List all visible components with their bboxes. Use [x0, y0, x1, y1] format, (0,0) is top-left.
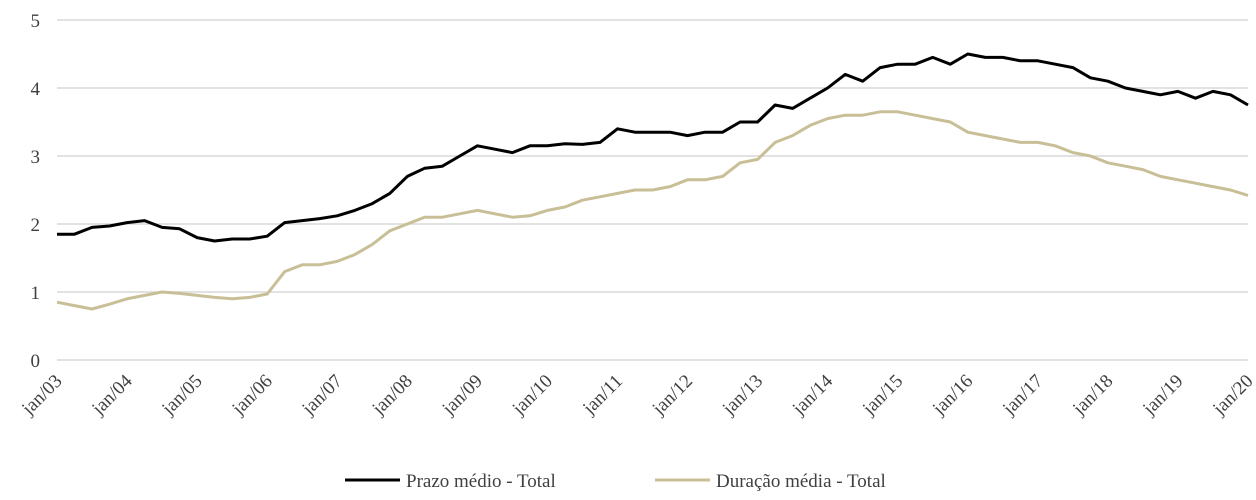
series-line	[56, 110, 1249, 311]
y-tick-label: 3	[31, 147, 41, 168]
x-tick-label: jan/08	[368, 371, 417, 420]
y-tick-label: 0	[31, 351, 41, 372]
y-tick-label: 5	[31, 11, 41, 32]
x-tick-label: jan/17	[998, 371, 1047, 420]
x-tick-label: jan/06	[228, 371, 277, 420]
y-tick-label: 2	[31, 215, 41, 236]
x-tick-label: jan/20	[1208, 371, 1256, 420]
legend-label: Duração média - Total	[716, 471, 886, 492]
x-tick-label: jan/09	[438, 371, 487, 420]
x-tick-label: jan/15	[858, 371, 907, 420]
x-tick-label: jan/07	[298, 371, 347, 420]
x-tick-label: jan/04	[87, 370, 136, 419]
x-tick-label: jan/03	[17, 371, 66, 420]
x-tick-label: jan/16	[928, 371, 977, 420]
x-tick-label: jan/05	[158, 371, 207, 420]
y-tick-label: 4	[31, 79, 41, 100]
x-tick-label: jan/19	[1138, 371, 1187, 420]
x-tick-label: jan/10	[508, 371, 557, 420]
x-tick-label: jan/13	[718, 371, 767, 420]
x-tick-label: jan/11	[578, 371, 627, 420]
x-tick-label: jan/12	[648, 371, 697, 420]
x-tick-label: jan/18	[1068, 371, 1117, 420]
x-tick-label: jan/14	[788, 370, 837, 419]
y-tick-label: 1	[31, 283, 41, 304]
legend-label: Prazo médio - Total	[406, 471, 556, 492]
series-line	[57, 52, 1249, 243]
